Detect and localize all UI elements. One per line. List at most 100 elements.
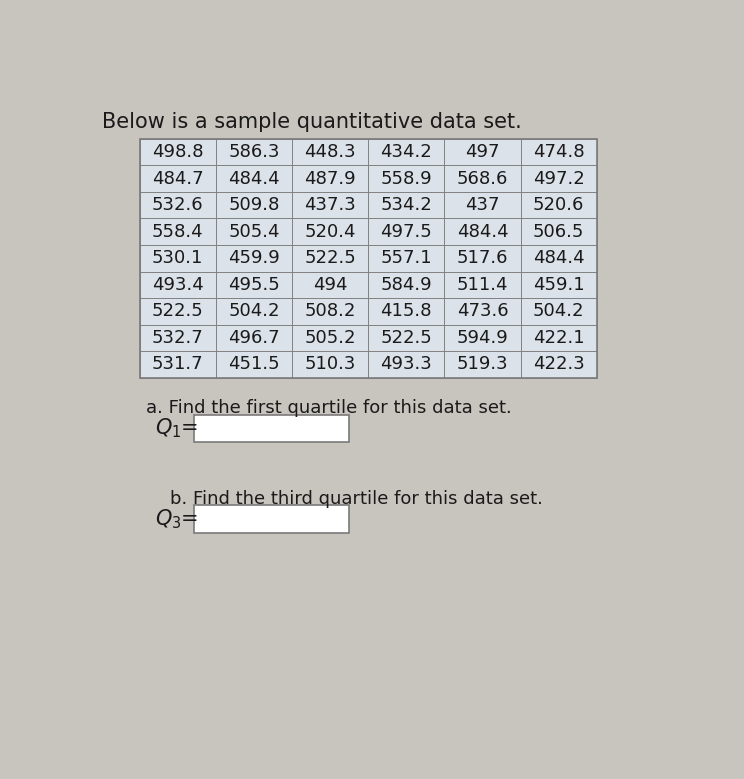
- Text: 415.8: 415.8: [380, 302, 432, 320]
- Bar: [444, 192, 521, 218]
- Bar: [444, 245, 521, 272]
- Text: 448.3: 448.3: [304, 143, 356, 161]
- Text: 532.7: 532.7: [152, 329, 203, 347]
- Bar: [216, 351, 292, 378]
- Text: 505.2: 505.2: [304, 329, 356, 347]
- Text: $Q_3$: $Q_3$: [155, 507, 182, 531]
- Text: 459.9: 459.9: [228, 249, 280, 267]
- Text: 451.5: 451.5: [228, 355, 280, 373]
- Text: 532.6: 532.6: [152, 196, 203, 214]
- Bar: [368, 192, 444, 218]
- Bar: [140, 165, 216, 192]
- Bar: [292, 298, 368, 325]
- Text: 434.2: 434.2: [380, 143, 432, 161]
- Bar: [521, 245, 597, 272]
- Text: $Q_1$: $Q_1$: [155, 417, 182, 440]
- Bar: [216, 192, 292, 218]
- Bar: [292, 139, 368, 165]
- Bar: [140, 272, 216, 298]
- Bar: [521, 139, 597, 165]
- Bar: [292, 245, 368, 272]
- Text: 484.7: 484.7: [152, 170, 203, 188]
- Text: 487.9: 487.9: [304, 170, 356, 188]
- Text: 422.3: 422.3: [533, 355, 585, 373]
- Text: 504.2: 504.2: [228, 302, 280, 320]
- Bar: [521, 298, 597, 325]
- Bar: [140, 139, 216, 165]
- Text: b. Find the third quartile for this data set.: b. Find the third quartile for this data…: [170, 490, 543, 508]
- Text: 495.5: 495.5: [228, 276, 280, 294]
- Bar: [521, 165, 597, 192]
- Text: 508.2: 508.2: [304, 302, 356, 320]
- Bar: [368, 139, 444, 165]
- Bar: [444, 139, 521, 165]
- Text: 437: 437: [465, 196, 500, 214]
- Bar: [368, 245, 444, 272]
- Bar: [368, 165, 444, 192]
- Bar: [140, 192, 216, 218]
- Text: 473.6: 473.6: [457, 302, 508, 320]
- Bar: [193, 506, 349, 533]
- Bar: [216, 272, 292, 298]
- Bar: [292, 192, 368, 218]
- Bar: [368, 218, 444, 245]
- Text: 497.5: 497.5: [380, 223, 432, 241]
- Bar: [521, 218, 597, 245]
- Bar: [292, 325, 368, 351]
- Text: 584.9: 584.9: [380, 276, 432, 294]
- Text: 498.8: 498.8: [152, 143, 203, 161]
- Text: 517.6: 517.6: [457, 249, 508, 267]
- Bar: [368, 351, 444, 378]
- Text: 594.9: 594.9: [457, 329, 508, 347]
- Bar: [444, 325, 521, 351]
- Bar: [216, 218, 292, 245]
- Bar: [216, 298, 292, 325]
- Text: 504.2: 504.2: [533, 302, 584, 320]
- Text: 497: 497: [465, 143, 500, 161]
- Text: 474.8: 474.8: [533, 143, 585, 161]
- Text: 497.2: 497.2: [533, 170, 585, 188]
- Bar: [521, 272, 597, 298]
- Text: 493.4: 493.4: [152, 276, 203, 294]
- Text: a. Find the first quartile for this data set.: a. Find the first quartile for this data…: [146, 399, 511, 418]
- Text: 522.5: 522.5: [152, 302, 203, 320]
- Bar: [444, 165, 521, 192]
- Bar: [521, 192, 597, 218]
- Text: 534.2: 534.2: [380, 196, 432, 214]
- Text: 557.1: 557.1: [380, 249, 432, 267]
- Bar: [140, 325, 216, 351]
- Text: 422.1: 422.1: [533, 329, 585, 347]
- Bar: [368, 272, 444, 298]
- Text: 493.3: 493.3: [380, 355, 432, 373]
- Bar: [292, 218, 368, 245]
- Bar: [216, 245, 292, 272]
- Text: 522.5: 522.5: [380, 329, 432, 347]
- Bar: [140, 218, 216, 245]
- Text: 568.6: 568.6: [457, 170, 508, 188]
- Bar: [444, 351, 521, 378]
- Text: 459.1: 459.1: [533, 276, 585, 294]
- Bar: [292, 351, 368, 378]
- Bar: [292, 165, 368, 192]
- Text: 519.3: 519.3: [457, 355, 508, 373]
- Text: 531.7: 531.7: [152, 355, 203, 373]
- Bar: [292, 272, 368, 298]
- Bar: [140, 245, 216, 272]
- Text: 509.8: 509.8: [228, 196, 280, 214]
- Text: 511.4: 511.4: [457, 276, 508, 294]
- Text: =: =: [181, 418, 198, 439]
- Text: 496.7: 496.7: [228, 329, 280, 347]
- Bar: [368, 298, 444, 325]
- Text: 520.6: 520.6: [533, 196, 584, 214]
- Text: 506.5: 506.5: [533, 223, 584, 241]
- Text: =: =: [181, 509, 198, 529]
- Bar: [140, 139, 597, 378]
- Text: 520.4: 520.4: [304, 223, 356, 241]
- Bar: [444, 272, 521, 298]
- Text: 484.4: 484.4: [457, 223, 508, 241]
- Text: 484.4: 484.4: [228, 170, 280, 188]
- Bar: [140, 351, 216, 378]
- Text: 494: 494: [312, 276, 347, 294]
- Text: 530.1: 530.1: [152, 249, 203, 267]
- Text: 437.3: 437.3: [304, 196, 356, 214]
